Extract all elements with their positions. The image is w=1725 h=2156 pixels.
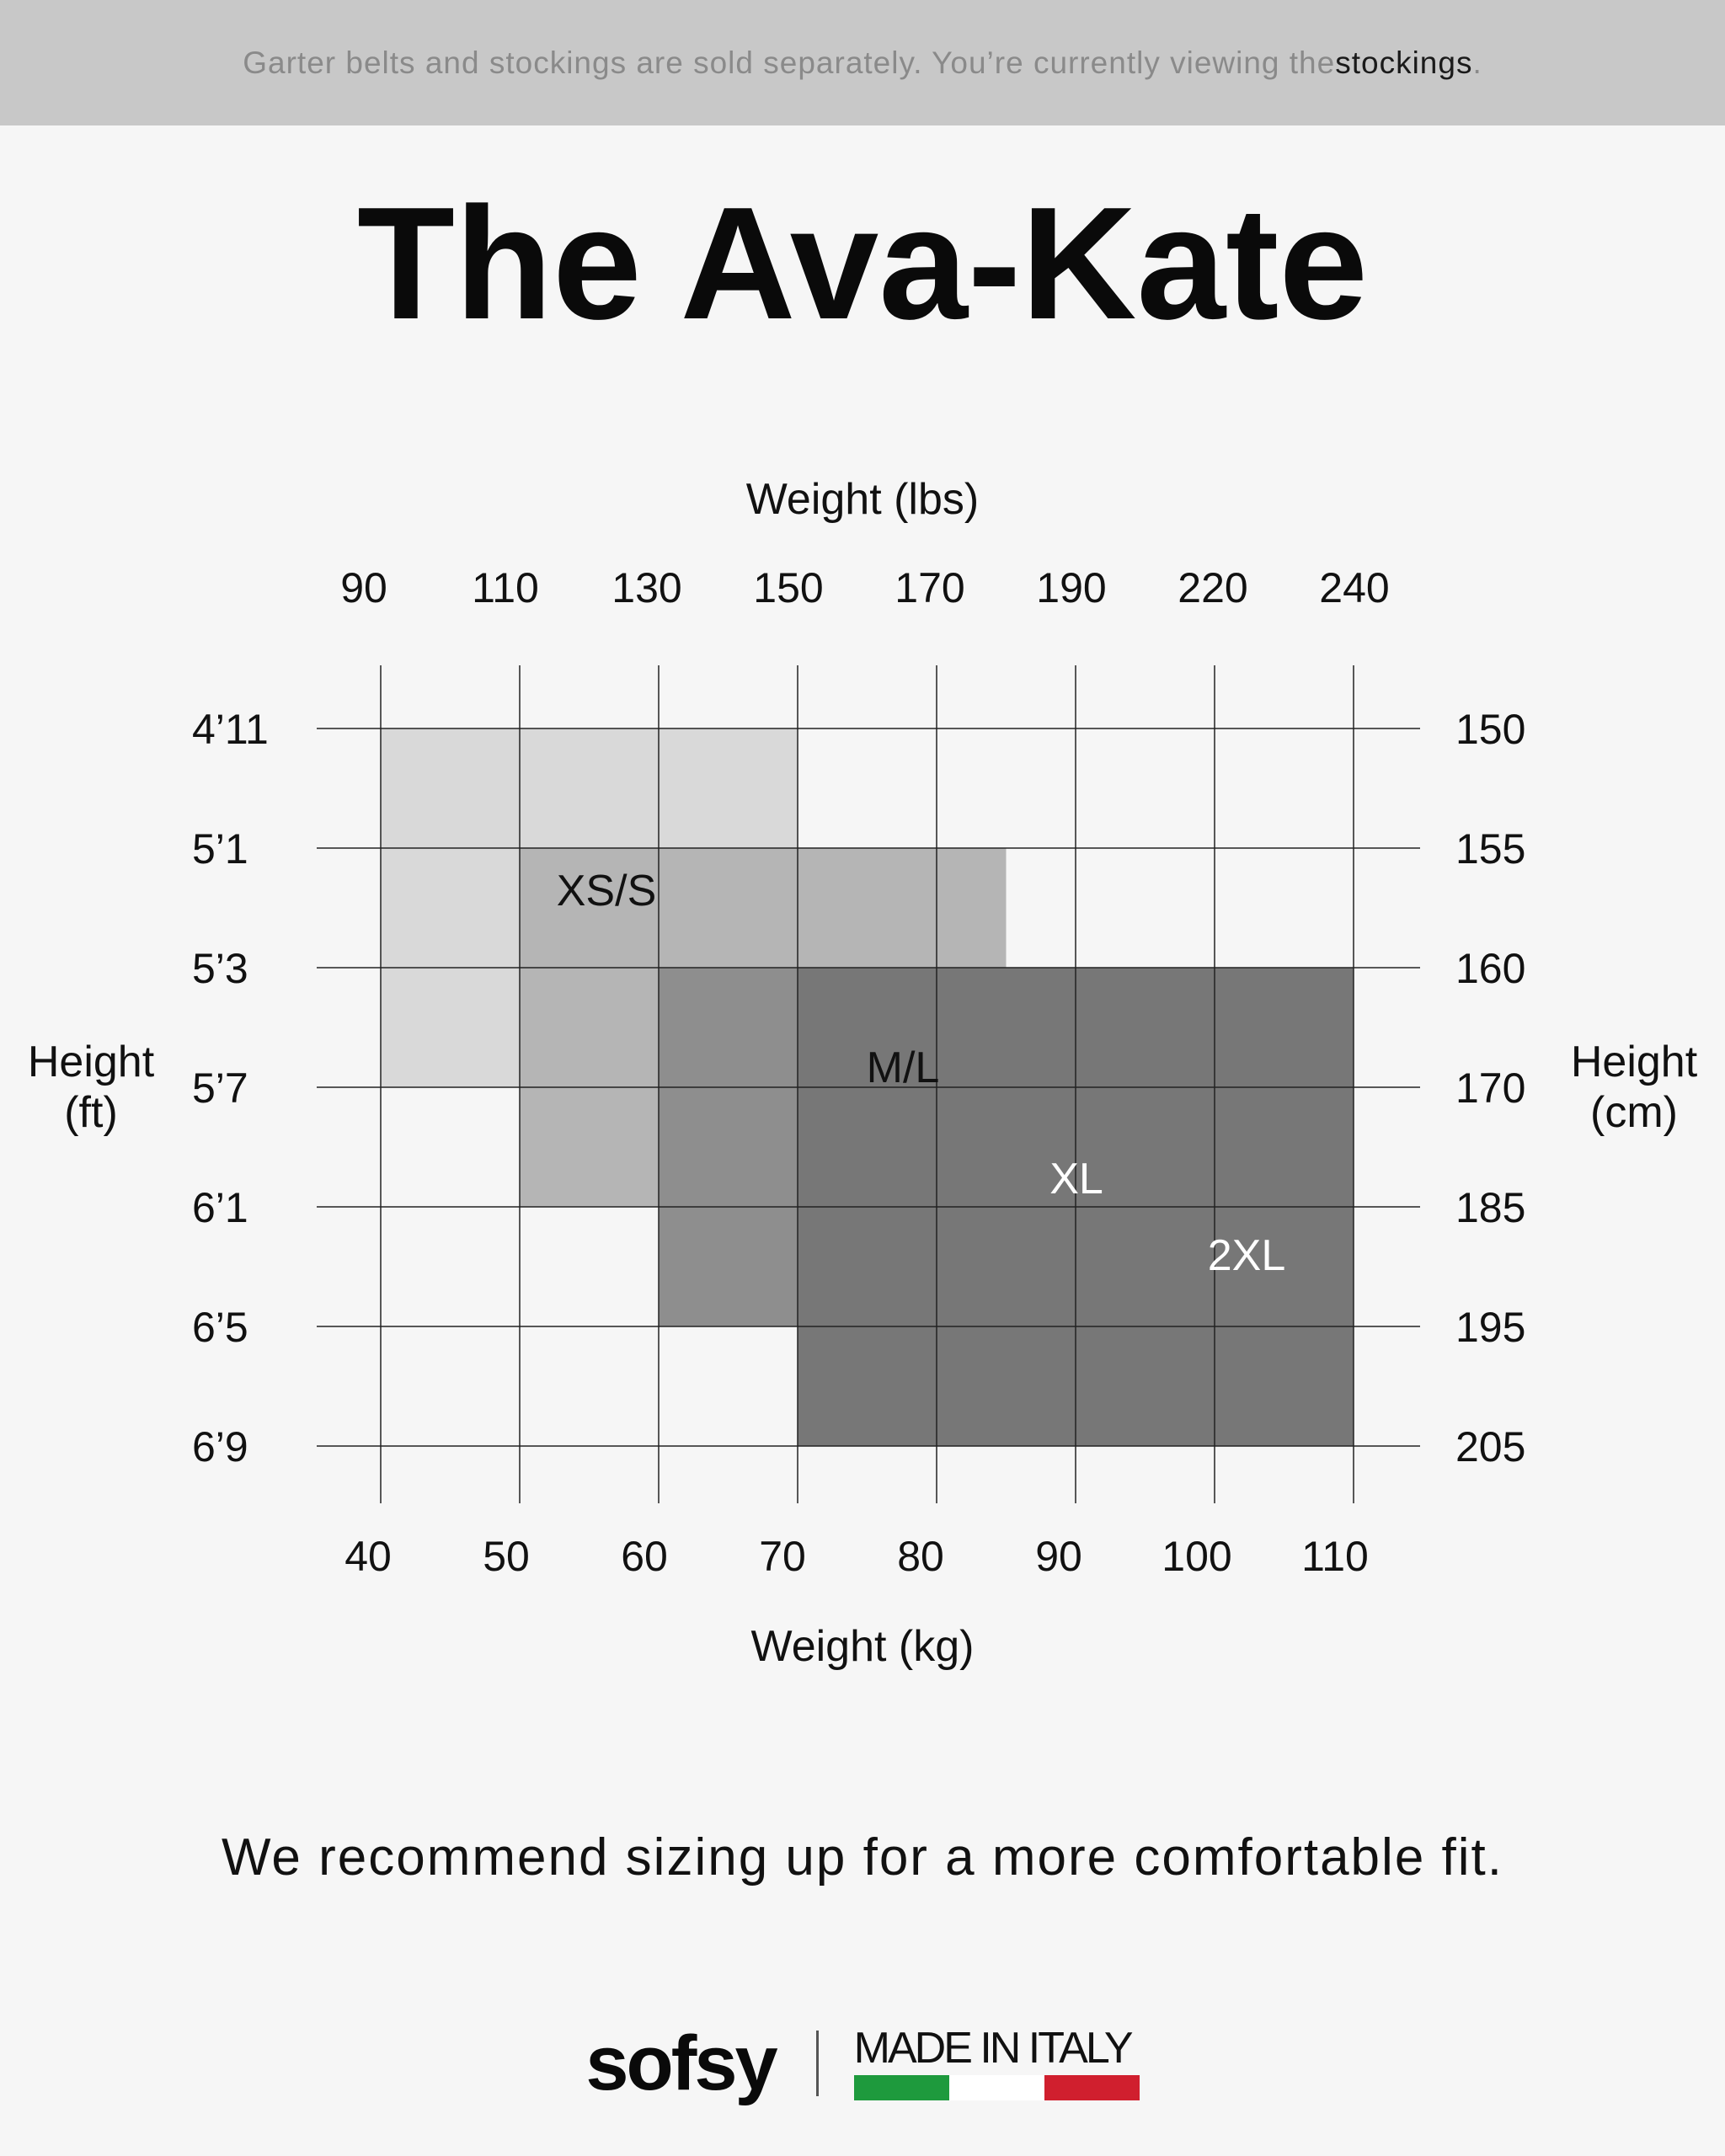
right-axis-title: (cm): [1590, 1088, 1678, 1137]
top-tick-label: 240: [1319, 564, 1389, 611]
flag-white-stripe: [948, 2075, 1044, 2100]
banner-text: Garter belts and stockings are sold sepa…: [243, 45, 1336, 80]
top-axis-title: Weight (lbs): [746, 475, 979, 524]
sizing-note: We recommend sizing up for a more comfor…: [222, 1828, 1503, 1886]
product-title: The Ava-Kate: [356, 174, 1369, 353]
italy-flag-icon: [853, 2075, 1140, 2100]
left-tick-label: 6’5: [192, 1304, 248, 1351]
bottom-tick-label: 50: [483, 1533, 530, 1580]
size-label: M/L: [867, 1043, 940, 1092]
right-tick-label: 155: [1455, 825, 1525, 873]
bottom-tick-label: 60: [621, 1533, 668, 1580]
size-label: 2XL: [1208, 1231, 1286, 1280]
banner-highlight[interactable]: stockings: [1335, 45, 1473, 80]
top-tick-label: 150: [753, 564, 823, 611]
top-tick-label: 190: [1036, 564, 1106, 611]
top-tick-label: 130: [611, 564, 681, 611]
info-banner: Garter belts and stockings are sold sepa…: [0, 0, 1725, 125]
brand-logo: sofsy: [585, 2020, 777, 2106]
left-tick-label: 6’9: [192, 1423, 248, 1470]
footer-divider: [815, 2031, 819, 2096]
right-tick-label: 160: [1455, 945, 1525, 992]
bottom-tick-label: 40: [344, 1533, 392, 1580]
left-tick-label: 5’1: [192, 825, 248, 873]
right-tick-label: 195: [1455, 1304, 1525, 1351]
left-tick-label: 5’3: [192, 945, 248, 992]
left-axis-title: (ft): [64, 1088, 118, 1137]
chart-labels: XS/S M/L XL 2XL 90 110 130 150 170 190 220 240 Weigh…: [28, 475, 1698, 1671]
top-tick-label: 220: [1178, 564, 1247, 611]
bottom-axis-title: Weight (kg): [751, 1622, 975, 1671]
top-tick-label: 170: [895, 564, 964, 611]
bottom-tick-label: 110: [1301, 1533, 1369, 1580]
footer: sofsy MADE IN ITALY: [0, 2017, 1725, 2110]
right-tick-label: 170: [1455, 1065, 1525, 1112]
made-in-italy-badge: MADE IN ITALY: [853, 2024, 1140, 2100]
top-tick-label: 90: [340, 564, 387, 611]
size-label: XL: [1049, 1155, 1103, 1203]
bottom-tick-label: 80: [897, 1533, 944, 1580]
right-tick-label: 185: [1455, 1184, 1525, 1231]
bottom-tick-label: 100: [1162, 1533, 1231, 1580]
made-in-italy-text: MADE IN ITALY: [853, 2024, 1134, 2073]
right-tick-label: 150: [1455, 706, 1525, 753]
left-axis-title: Height: [28, 1038, 155, 1086]
chart-grid: [317, 665, 1420, 1503]
left-tick-label: 6’1: [192, 1184, 248, 1231]
right-tick-label: 205: [1455, 1423, 1525, 1470]
top-tick-label: 110: [472, 564, 539, 611]
left-tick-label: 5’7: [192, 1065, 248, 1112]
size-label: XS/S: [557, 867, 657, 915]
flag-red-stripe: [1044, 2075, 1140, 2100]
bottom-tick-label: 70: [759, 1533, 806, 1580]
left-tick-label: 4’11: [192, 706, 269, 753]
bottom-tick-label: 90: [1035, 1533, 1082, 1580]
size-chart: XS/S M/L XL 2XL 90 110 130 150 170 190 220 240 Weigh…: [28, 475, 1698, 1671]
banner-text-end: .: [1472, 45, 1482, 80]
flag-green-stripe: [853, 2075, 949, 2100]
right-axis-title: Height: [1571, 1038, 1698, 1086]
